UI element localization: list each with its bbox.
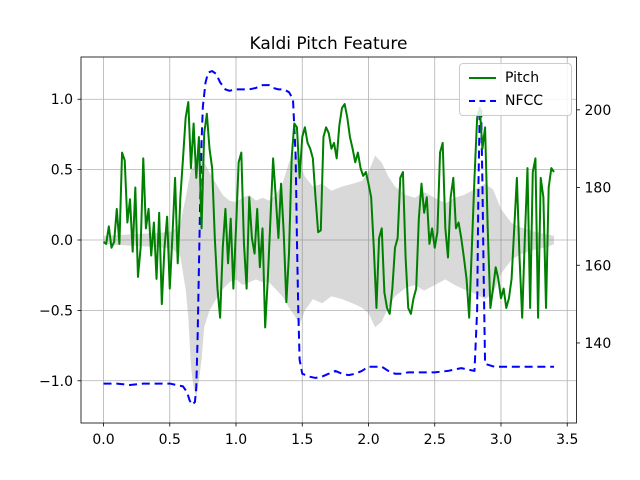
y-right-tick-label: 140: [585, 336, 612, 352]
nfcc-line-sample: [469, 100, 496, 102]
y-left-tick-label: −1.0: [39, 374, 73, 390]
y-left-tick-label: 1.0: [51, 92, 73, 108]
legend: Pitch NFCC: [459, 63, 572, 116]
legend-item-nfcc: NFCC: [469, 93, 562, 109]
legend-label-pitch: Pitch: [505, 70, 540, 86]
y-left-tick-label: 0.5: [51, 163, 73, 179]
legend-item-pitch: Pitch: [469, 70, 562, 86]
x-tick-label: 0.5: [159, 432, 181, 448]
x-tick-label: 2.0: [357, 432, 379, 448]
waveform-series: [103, 152, 554, 398]
chart-title: Kaldi Pitch Feature: [249, 34, 408, 54]
legend-label-nfcc: NFCC: [505, 93, 544, 109]
y-left-tick-label: 0.0: [51, 233, 73, 249]
tick-labels: 0.0 0.5 1.0 1.5 2.0 2.5 3.0 3.5 1.0 0.5 0.0 −0.5 −1.…: [39, 92, 611, 448]
tick-marks: [77, 98, 580, 427]
x-tick-label: 1.0: [225, 432, 247, 448]
x-tick-label: 0.0: [92, 432, 114, 448]
x-tick-label: 3.5: [556, 432, 578, 448]
y-right-tick-label: 180: [585, 181, 612, 197]
x-tick-label: 1.5: [291, 432, 313, 448]
y-right-tick-label: 160: [585, 258, 612, 274]
y-right-tick-label: 200: [585, 103, 612, 119]
x-tick-label: 2.5: [424, 432, 446, 448]
x-tick-label: 3.0: [490, 432, 512, 448]
pitch-line-sample: [469, 77, 496, 79]
y-left-tick-label: −0.5: [39, 303, 73, 319]
nfcc-series: [103, 70, 554, 406]
